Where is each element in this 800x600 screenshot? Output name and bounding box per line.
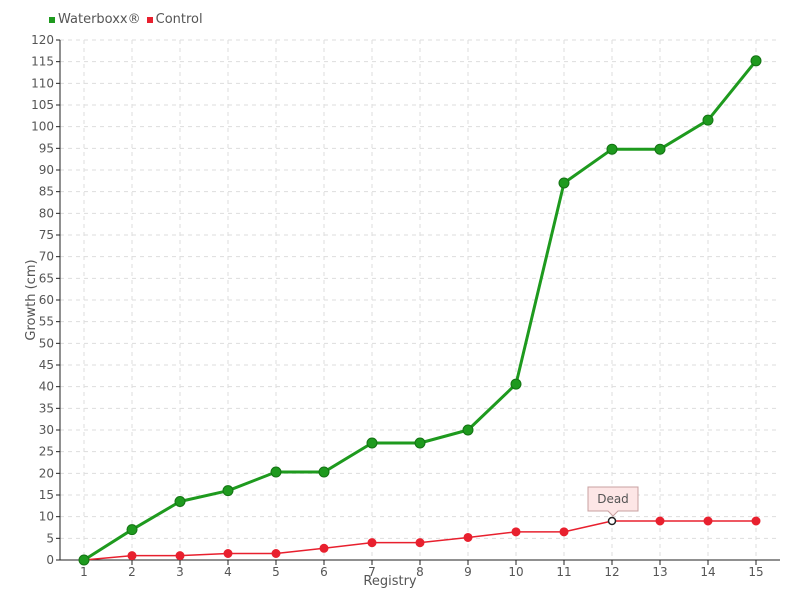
data-point-control[interactable] <box>319 543 329 553</box>
y-tick-label: 10 <box>39 510 54 524</box>
y-tick-label: 105 <box>31 98 54 112</box>
y-tick-label: 20 <box>39 466 54 480</box>
y-tick-label: 120 <box>31 33 54 47</box>
data-point-control[interactable] <box>271 549 281 558</box>
legend-swatch-waterboxx <box>49 16 55 23</box>
legend-item-waterboxx[interactable]: Waterboxx® <box>49 12 141 27</box>
data-point-waterboxx[interactable] <box>270 466 282 478</box>
data-point-waterboxx[interactable] <box>702 114 714 126</box>
data-point-control[interactable] <box>655 516 665 526</box>
data-point-control[interactable] <box>463 532 473 542</box>
x-axis-title: Registry <box>363 574 417 589</box>
data-point-waterboxx[interactable] <box>126 524 138 536</box>
series-line-waterboxx <box>83 59 758 562</box>
data-point-control[interactable] <box>511 527 521 537</box>
data-point-waterboxx[interactable] <box>558 177 570 189</box>
annotation-tooltip <box>587 486 639 517</box>
y-tick-label: 70 <box>39 250 54 264</box>
y-tick-label: 0 <box>46 553 54 567</box>
y-tick-label: 75 <box>39 228 54 242</box>
y-tick-label: 35 <box>39 401 54 415</box>
data-point-control-highlighted[interactable] <box>607 516 617 526</box>
x-tick-label: 2 <box>128 565 136 579</box>
x-tick-label: 13 <box>652 565 667 579</box>
y-tick-label: 80 <box>39 206 54 220</box>
y-tick-label: 110 <box>31 76 54 90</box>
x-tick-label: 3 <box>176 565 184 579</box>
y-tick-label: 115 <box>31 55 54 69</box>
y-tick-label: 50 <box>39 336 54 350</box>
y-tick-label: 15 <box>39 488 54 502</box>
y-tick-label: 25 <box>39 445 54 459</box>
x-tick-label: 7 <box>368 565 376 579</box>
x-tick-label: 9 <box>464 565 472 579</box>
legend-label-waterboxx: Waterboxx® <box>58 12 141 27</box>
data-point-waterboxx[interactable] <box>222 485 234 497</box>
data-point-control[interactable] <box>127 551 137 561</box>
data-point-waterboxx[interactable] <box>654 143 666 155</box>
y-axis-title: Growth (cm) <box>24 259 39 340</box>
data-point-control[interactable] <box>751 516 761 526</box>
data-point-control[interactable] <box>175 551 185 561</box>
x-tick-label: 10 <box>508 565 523 579</box>
y-tick-label: 100 <box>31 120 54 134</box>
y-tick-label: 5 <box>46 531 54 545</box>
y-tick-label: 65 <box>39 271 54 285</box>
x-tick-label: 5 <box>272 565 280 579</box>
data-point-waterboxx[interactable] <box>366 437 378 449</box>
data-point-waterboxx[interactable] <box>750 55 762 67</box>
x-tick-label: 6 <box>320 565 328 579</box>
data-point-control[interactable] <box>223 549 233 558</box>
x-tick-label: 8 <box>416 565 424 579</box>
x-tick-label: 15 <box>748 565 763 579</box>
x-tick-label: 14 <box>700 565 715 579</box>
data-point-waterboxx[interactable] <box>510 378 522 390</box>
data-point-waterboxx[interactable] <box>174 496 186 507</box>
x-tick-label: 4 <box>224 565 232 579</box>
data-point-control[interactable] <box>415 538 425 548</box>
x-tick-label: 1 <box>80 565 88 579</box>
data-point-waterboxx[interactable] <box>78 554 90 566</box>
y-tick-label: 60 <box>39 293 54 307</box>
data-point-control[interactable] <box>703 516 713 526</box>
legend-swatch-control <box>146 16 153 23</box>
y-tick-label: 45 <box>39 358 54 372</box>
y-tick-label: 85 <box>39 185 54 199</box>
y-tick-label: 90 <box>39 163 54 177</box>
data-point-waterboxx[interactable] <box>606 143 618 155</box>
y-tick-label: 95 <box>39 141 54 155</box>
x-tick-label: 11 <box>556 565 571 579</box>
y-tick-label: 30 <box>39 423 54 437</box>
y-tick-label: 40 <box>39 380 54 394</box>
data-point-waterboxx[interactable] <box>414 437 426 449</box>
annotation-text: Dead <box>597 492 629 506</box>
y-tick-label: 55 <box>39 315 54 329</box>
x-tick-label: 12 <box>604 565 619 579</box>
legend-label-control: Control <box>155 12 203 27</box>
data-point-control[interactable] <box>559 527 569 537</box>
legend: Waterboxx® Control <box>49 12 203 27</box>
data-point-waterboxx[interactable] <box>462 424 474 436</box>
data-point-control[interactable] <box>367 538 377 548</box>
legend-item-control[interactable]: Control <box>146 12 203 27</box>
data-point-waterboxx[interactable] <box>318 466 330 478</box>
